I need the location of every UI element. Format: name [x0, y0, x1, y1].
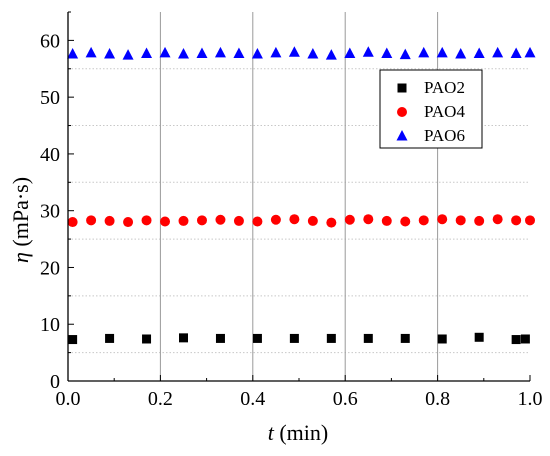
- data-point-pao6: [196, 47, 208, 58]
- data-point-pao6: [67, 48, 79, 59]
- data-point-pao2: [511, 335, 521, 345]
- data-point-pao6: [325, 49, 337, 60]
- x-tick-label: 0.2: [148, 388, 173, 410]
- grid-layer: [68, 12, 530, 381]
- data-point-pao4: [123, 217, 134, 228]
- data-point-pao2: [363, 333, 373, 343]
- data-point-pao4: [307, 215, 318, 226]
- axis-layer: [67, 11, 531, 382]
- data-point-pao4: [363, 214, 374, 225]
- data-point-pao6: [214, 46, 226, 58]
- data-point-pao4: [252, 216, 263, 227]
- data-point-pao4: [141, 215, 152, 226]
- data-point-pao2: [400, 333, 410, 343]
- data-point-pao6: [510, 47, 522, 58]
- legend-label-pao6: PAO6: [424, 126, 465, 145]
- data-point-pao6: [159, 46, 171, 58]
- legend-marker-pao4: [397, 107, 407, 117]
- data-point-pao4: [474, 215, 485, 226]
- data-point-pao6: [251, 48, 263, 59]
- data-point-pao4: [270, 214, 281, 225]
- x-tick-label: 0.0: [56, 388, 81, 410]
- data-point-pao4: [511, 215, 522, 226]
- data-point-pao4: [86, 215, 97, 226]
- data-point-pao2: [437, 334, 447, 344]
- data-point-pao4: [233, 215, 244, 226]
- data-point-pao4: [381, 215, 392, 226]
- data-point-pao4: [455, 215, 466, 226]
- data-point-pao4: [525, 215, 535, 226]
- data-layer: [67, 46, 536, 345]
- data-point-pao6: [104, 48, 116, 59]
- data-point-pao6: [455, 48, 467, 59]
- data-point-pao4: [437, 214, 448, 225]
- data-point-pao4: [400, 216, 411, 227]
- data-point-pao6: [492, 46, 504, 58]
- data-point-pao2: [105, 333, 115, 343]
- data-point-pao2: [326, 333, 336, 343]
- data-point-pao2: [474, 332, 484, 342]
- x-tick-label: 0.4: [240, 388, 265, 410]
- data-point-pao4: [178, 215, 189, 226]
- y-tick-label: 20: [40, 257, 60, 279]
- x-tick-label: 1.0: [518, 388, 543, 410]
- data-point-pao6: [141, 47, 153, 58]
- data-point-pao2: [142, 334, 152, 344]
- legend-marker-pao2: [397, 83, 407, 93]
- y-tick-label: 40: [40, 144, 60, 166]
- y-axis-unit: (mPa·s): [8, 177, 33, 247]
- data-point-pao6: [362, 46, 374, 57]
- x-tick-label: 0.6: [333, 388, 358, 410]
- data-point-pao4: [160, 216, 171, 227]
- y-axis-title: η (mPa·s): [8, 177, 33, 263]
- legend-label-pao2: PAO2: [424, 78, 465, 97]
- data-point-pao6: [381, 47, 393, 58]
- y-tick-label: 30: [40, 201, 60, 223]
- data-point-pao2: [252, 333, 262, 343]
- x-axis-title: t (min): [268, 420, 329, 445]
- data-point-pao6: [233, 47, 245, 58]
- legend-box: [379, 69, 483, 149]
- data-point-pao4: [289, 214, 300, 225]
- data-point-pao6: [270, 46, 282, 58]
- data-point-pao4: [215, 214, 226, 225]
- data-point-pao4: [418, 215, 429, 226]
- x-axis-variable: t: [268, 420, 275, 445]
- data-point-pao6: [473, 47, 485, 58]
- data-point-pao4: [344, 214, 355, 225]
- data-point-pao6: [436, 46, 448, 58]
- data-point-pao6: [399, 48, 411, 60]
- x-tick-label: 0.8: [425, 388, 450, 410]
- data-point-pao6: [85, 46, 97, 58]
- legend: PAO2 PAO4 PAO6: [379, 69, 483, 149]
- data-point-pao6: [344, 47, 356, 58]
- data-point-pao4: [67, 217, 78, 228]
- data-point-pao4: [492, 214, 503, 225]
- data-point-pao6: [122, 49, 134, 60]
- data-point-pao2: [520, 334, 530, 344]
- data-point-pao6: [418, 46, 430, 58]
- x-axis-unit: (min): [279, 420, 328, 445]
- data-point-pao6: [307, 48, 319, 59]
- legend-marker-pao6: [396, 130, 408, 141]
- data-point-pao2: [179, 333, 188, 343]
- data-point-pao6: [288, 46, 300, 57]
- y-tick-label: 0: [50, 371, 60, 393]
- data-point-pao4: [196, 215, 207, 226]
- y-tick-label: 60: [40, 30, 60, 52]
- data-point-pao4: [104, 215, 115, 226]
- data-point-pao6: [524, 46, 536, 58]
- y-tick-label: 50: [40, 87, 60, 109]
- data-point-pao2: [68, 335, 78, 345]
- data-point-pao2: [215, 333, 225, 343]
- legend-label-pao4: PAO4: [424, 102, 465, 121]
- data-point-pao4: [326, 217, 337, 228]
- tick-label-layer: 0.0 0.2 0.4 0.6 0.8 1.0 0 10 20 30 40 50 60: [40, 30, 543, 410]
- y-axis-variable: η: [8, 252, 33, 263]
- data-point-pao2: [289, 333, 299, 343]
- data-point-pao6: [178, 48, 189, 59]
- y-tick-label: 10: [40, 314, 60, 336]
